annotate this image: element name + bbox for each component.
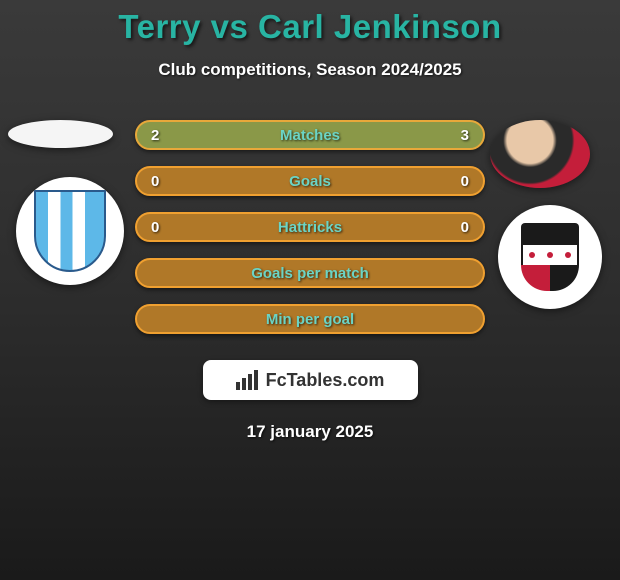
chart-icon bbox=[236, 370, 260, 390]
club-badge-left bbox=[16, 177, 124, 285]
logo-text: FcTables.com bbox=[266, 370, 385, 391]
stat-right-value: 0 bbox=[461, 219, 469, 236]
stat-right-value: 0 bbox=[461, 173, 469, 190]
snapshot-date: 17 january 2025 bbox=[0, 422, 620, 442]
stat-row-goals: 0 Goals 0 bbox=[135, 166, 485, 196]
stat-row-gpm: Goals per match bbox=[135, 258, 485, 288]
shield-icon bbox=[34, 190, 106, 272]
page-subtitle: Club competitions, Season 2024/2025 bbox=[0, 60, 620, 80]
player-photo-left bbox=[8, 120, 113, 148]
stat-label: Hattricks bbox=[278, 219, 342, 236]
stat-row-mpg: Min per goal bbox=[135, 304, 485, 334]
stat-row-hattricks: 0 Hattricks 0 bbox=[135, 212, 485, 242]
stat-label: Matches bbox=[280, 127, 340, 144]
shield-icon bbox=[521, 245, 579, 265]
stat-left-value: 0 bbox=[151, 219, 159, 236]
stat-right-value: 3 bbox=[461, 127, 469, 144]
fctables-logo: FcTables.com bbox=[203, 360, 418, 400]
stat-left-value: 2 bbox=[151, 127, 159, 144]
shield-icon bbox=[521, 265, 579, 291]
stat-left-value: 0 bbox=[151, 173, 159, 190]
stat-label: Goals per match bbox=[251, 265, 369, 282]
club-badge-right bbox=[498, 205, 602, 309]
stat-row-matches: 2 Matches 3 bbox=[135, 120, 485, 150]
player-photo-right bbox=[490, 120, 590, 188]
shield-icon bbox=[521, 223, 579, 245]
stats-table: 2 Matches 3 0 Goals 0 0 Hattricks 0 Goal… bbox=[135, 120, 485, 334]
stat-label: Min per goal bbox=[266, 311, 354, 328]
page-title: Terry vs Carl Jenkinson bbox=[0, 0, 620, 46]
stat-label: Goals bbox=[289, 173, 331, 190]
